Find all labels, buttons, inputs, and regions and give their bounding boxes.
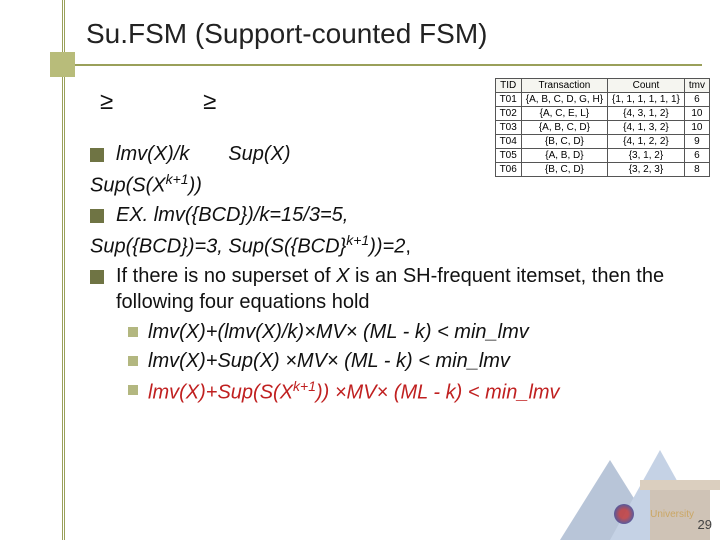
line3-text: EX. lmv({BCD})/k=15/3=5, (116, 202, 348, 228)
table-cell: {1, 1, 1, 1, 1, 1} (608, 93, 685, 107)
table-cell: 6 (684, 93, 709, 107)
ge-symbol-1: ≥ (100, 86, 113, 117)
table-cell: {A, B, C, D, G, H} (521, 93, 607, 107)
bullet-icon (90, 270, 104, 284)
table-cell: 6 (684, 149, 709, 163)
table-row: T03{A, B, C, D}{4, 1, 3, 2}10 (495, 121, 709, 135)
university-label: University (650, 509, 694, 520)
table-cell: {B, C, D} (521, 163, 607, 177)
sub-bullet-3: lmv(X)+Sup(S(Xk+1)) ×MV× (ML - k) < min_… (128, 377, 708, 406)
line5-text: If there is no superset of X is an SH-fr… (116, 263, 708, 315)
table-header: TID (495, 79, 521, 93)
table-cell: 10 (684, 107, 709, 121)
title-bar: Su.FSM (Support-counted FSM) (0, 0, 720, 58)
table-cell: T06 (495, 163, 521, 177)
table-header: Count (608, 79, 685, 93)
table-row: T05{A, B, D}{3, 1, 2}6 (495, 149, 709, 163)
sub1-text: lmv(X)+(lmv(X)/k)×MV× (ML - k) < min_lmv (148, 319, 529, 345)
table-cell: 9 (684, 135, 709, 149)
table-cell: T05 (495, 149, 521, 163)
sub-bullet-list: lmv(X)+(lmv(X)/k)×MV× (ML - k) < min_lmv… (90, 319, 708, 406)
sub3-text: lmv(X)+Sup(S(Xk+1)) ×MV× (ML - k) < min_… (148, 377, 560, 406)
table-cell: T01 (495, 93, 521, 107)
transaction-table: TIDTransactionCounttmv T01{A, B, C, D, G… (495, 78, 710, 177)
sub-bullet-2: lmv(X)+Sup(X) ×MV× (ML - k) < min_lmv (128, 348, 708, 374)
table-cell: {4, 1, 3, 2} (608, 121, 685, 135)
line4: Sup({BCD})=3, Sup(S({BCD}k+1))=2, (90, 231, 708, 260)
table-cell: {A, C, E, L} (521, 107, 607, 121)
slide-title: Su.FSM (Support-counted FSM) (42, 18, 487, 50)
table-cell: T03 (495, 121, 521, 135)
sub-bullet-icon (128, 327, 138, 337)
table-cell: {3, 2, 3} (608, 163, 685, 177)
sub-bullet-1: lmv(X)+(lmv(X)/k)×MV× (ML - k) < min_lmv (128, 319, 708, 345)
table-row: T01{A, B, C, D, G, H}{1, 1, 1, 1, 1, 1}6 (495, 93, 709, 107)
table-cell: {3, 1, 2} (608, 149, 685, 163)
sub2-text: lmv(X)+Sup(X) ×MV× (ML - k) < min_lmv (148, 348, 510, 374)
table-cell: {B, C, D} (521, 135, 607, 149)
table-cell: T02 (495, 107, 521, 121)
bullet-line-3: EX. lmv({BCD})/k=15/3=5, (90, 202, 708, 228)
table-cell: {A, B, D} (521, 149, 607, 163)
slide-number: 29 (698, 517, 712, 532)
table-cell: {4, 3, 1, 2} (608, 107, 685, 121)
bullet-icon (90, 209, 104, 223)
ge-symbol-2: ≥ (203, 86, 216, 117)
bullet-icon (90, 148, 104, 162)
table-row: T02{A, C, E, L}{4, 3, 1, 2}10 (495, 107, 709, 121)
table-cell: {4, 1, 2, 2} (608, 135, 685, 149)
table-header: Transaction (521, 79, 607, 93)
table-cell: 10 (684, 121, 709, 135)
table-row: T06{B, C, D}{3, 2, 3}8 (495, 163, 709, 177)
line1-text: lmv(X)/k Sup(X) (116, 141, 290, 167)
table-cell: 8 (684, 163, 709, 177)
table-cell: T04 (495, 135, 521, 149)
table-row: T04{B, C, D}{4, 1, 2, 2}9 (495, 135, 709, 149)
table-cell: {A, B, C, D} (521, 121, 607, 135)
sub-bullet-icon (128, 385, 138, 395)
bullet-line-5: If there is no superset of X is an SH-fr… (90, 263, 708, 315)
seal-icon (614, 504, 634, 524)
table-header: tmv (684, 79, 709, 93)
sub-bullet-icon (128, 356, 138, 366)
